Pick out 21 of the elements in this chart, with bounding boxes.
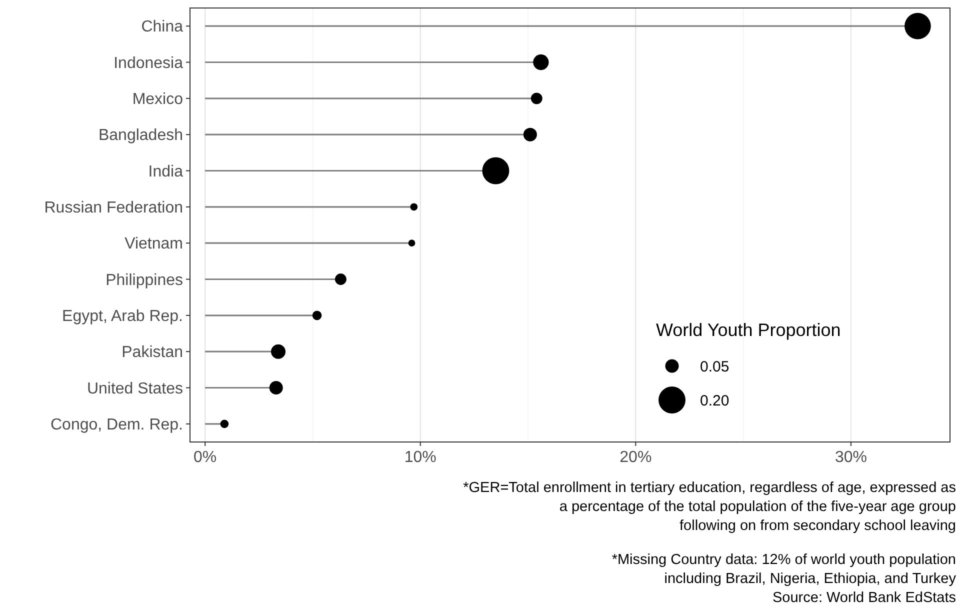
x-tick-label: 10% bbox=[404, 449, 436, 466]
text: *GER=Total enrollment in tertiary education, regardless of age, expressed as a percentage of the total population of the five-year age group following on from secondary school leaving bbox=[463, 480, 956, 534]
y-tick-label: India bbox=[148, 163, 184, 180]
y-tick-label: Bangladesh bbox=[98, 127, 183, 144]
x-tick-label: 30% bbox=[834, 449, 867, 466]
x-tick-label: 0% bbox=[194, 449, 217, 466]
x-tick-label: 20% bbox=[620, 449, 652, 466]
y-tick-label: United States bbox=[86, 380, 183, 398]
y-tick-label: Mexico bbox=[132, 91, 184, 108]
y-tick-label: Congo, Dem. Rep. bbox=[50, 416, 183, 434]
y-tick-label: Egypt, Arab Rep. bbox=[62, 308, 183, 326]
y-tick-label: Russian Federation bbox=[44, 200, 183, 217]
text: *Missing Country data: 12% of world youth population including Brazil, Nigeria, Ethiopia, and Turkey Source: World Bank EdStats bbox=[612, 552, 957, 606]
y-tick-label: Vietnam bbox=[124, 236, 183, 253]
y-tick-label: Indonesia bbox=[114, 54, 184, 72]
y-tick-label: China bbox=[141, 18, 184, 36]
legend-title: World Youth Proportion bbox=[656, 320, 841, 340]
y-tick-label: Pakistan bbox=[122, 344, 183, 362]
y-tick-label: Philippines bbox=[106, 272, 183, 289]
legend-label: 0.20 bbox=[700, 392, 730, 410]
legend-label: 0.05 bbox=[700, 358, 730, 376]
